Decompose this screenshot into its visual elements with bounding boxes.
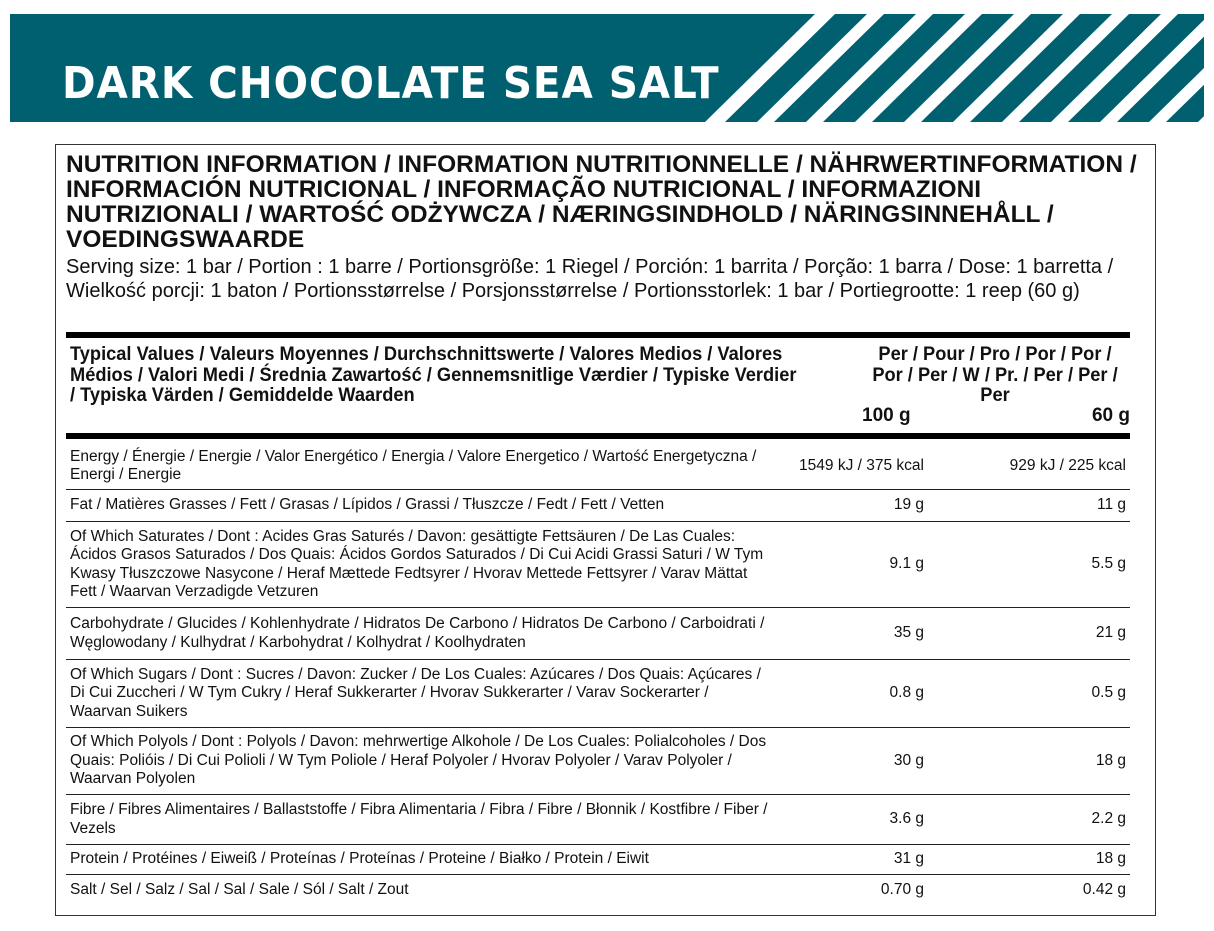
- per-100g-value: 3.6 g: [889, 810, 924, 828]
- table-row: Fat / Matières Grasses / Fett / Grasas /…: [66, 490, 1130, 522]
- table-row: Energy / Énergie / Energie / Valor Energ…: [66, 443, 1130, 490]
- banner-stripe: [1068, 14, 1204, 122]
- table-row: Fibre / Fibres Alimentaires / Ballaststo…: [66, 795, 1130, 845]
- per-60g-value: 21 g: [1095, 624, 1126, 642]
- per-100g-value: 9.1 g: [889, 555, 924, 573]
- banner-stripe: [1019, 14, 1161, 122]
- per-60g-value: 929 kJ / 225 kcal: [1009, 456, 1126, 474]
- banner-stripe: [823, 14, 965, 122]
- banner-stripe: [872, 14, 1014, 122]
- per-60g-value: 18 g: [1095, 850, 1126, 868]
- table-row: Of Which Sugars / Dont : Sucres / Davon:…: [66, 660, 1130, 728]
- typical-values-header: Typical Values / Valeurs Moyennes / Durc…: [70, 344, 797, 406]
- per-60g-value: 0.42 g: [1082, 880, 1126, 898]
- table-row: Of Which Saturates / Dont : Acides Gras …: [66, 522, 1130, 608]
- per-100g-value: 0.8 g: [889, 684, 924, 702]
- nutrition-table: Energy / Énergie / Energie / Valor Energ…: [66, 443, 1130, 905]
- per-60g-value: 0.5 g: [1091, 684, 1126, 702]
- per-100g-value: 0.70 g: [880, 880, 924, 898]
- banner-stripe: [725, 14, 867, 122]
- per-100g-value: 31 g: [893, 850, 924, 868]
- nutrient-name: Fat / Matières Grasses / Fett / Grasas /…: [70, 496, 665, 514]
- nutrient-name: Salt / Sel / Salz / Sal / Sal / Sale / S…: [70, 880, 409, 898]
- nutrient-name: Of Which Saturates / Dont : Acides Gras …: [70, 527, 764, 601]
- banner-stripe: [1117, 36, 1204, 122]
- per-100g-header: 100 g: [862, 405, 911, 426]
- banner-stripe: [1166, 84, 1204, 122]
- per-60g-value: 5.5 g: [1091, 555, 1126, 573]
- per-60g-header: 60 g: [1091, 405, 1130, 426]
- table-row: Salt / Sel / Salz / Sal / Sal / Sale / S…: [66, 875, 1130, 905]
- divider: [66, 433, 1130, 439]
- per-60g-value: 18 g: [1095, 751, 1126, 769]
- nutrient-name: Protein / Protéines / Eiweiß / Proteínas…: [70, 850, 649, 868]
- nutrient-name: Of Which Sugars / Dont : Sucres / Davon:…: [70, 665, 761, 720]
- nutrient-name: Carbohydrate / Glucides / Kohlenhydrate …: [70, 615, 765, 651]
- nutrition-panel: [55, 144, 1156, 916]
- banner-stripe: [921, 14, 1063, 122]
- nutrition-heading: NUTRITION INFORMATION / INFORMATION NUTR…: [66, 151, 1137, 253]
- divider: [66, 332, 1130, 338]
- per-100g-value: 30 g: [893, 751, 924, 769]
- serving-size: Serving size: 1 bar / Portion : 1 barre …: [66, 256, 1114, 302]
- banner-block: [10, 14, 815, 122]
- nutrient-name: Of Which Polyols / Dont : Polyols / Davo…: [70, 733, 767, 788]
- per-header: Per / Pour / Pro / Por / Por / Por / Per…: [872, 344, 1118, 406]
- product-title: DARK CHOCOLATE SEA SALT: [62, 58, 720, 109]
- title-banner: DARK CHOCOLATE SEA SALT: [10, 14, 1204, 122]
- nutrient-name: Energy / Énergie / Energie / Valor Energ…: [70, 447, 757, 484]
- banner-stripes: [10, 14, 1204, 122]
- per-100g-value: 1549 kJ / 375 kcal: [799, 456, 924, 474]
- table-header: Typical Values / Valeurs Moyennes / Durc…: [70, 344, 1130, 431]
- per-100g-value: 19 g: [893, 496, 924, 514]
- table-row: Protein / Protéines / Eiweiß / Proteínas…: [66, 845, 1130, 875]
- banner-stripe: [774, 14, 916, 122]
- table-row: Carbohydrate / Glucides / Kohlenhydrate …: [66, 608, 1130, 660]
- per-60g-value: 2.2 g: [1091, 810, 1126, 828]
- banner-stripe: [970, 14, 1112, 122]
- table-row: Of Which Polyols / Dont : Polyols / Davo…: [66, 728, 1130, 795]
- per-60g-value: 11 g: [1096, 496, 1126, 514]
- per-100g-value: 35 g: [893, 624, 924, 642]
- nutrient-name: Fibre / Fibres Alimentaires / Ballaststo…: [70, 801, 768, 837]
